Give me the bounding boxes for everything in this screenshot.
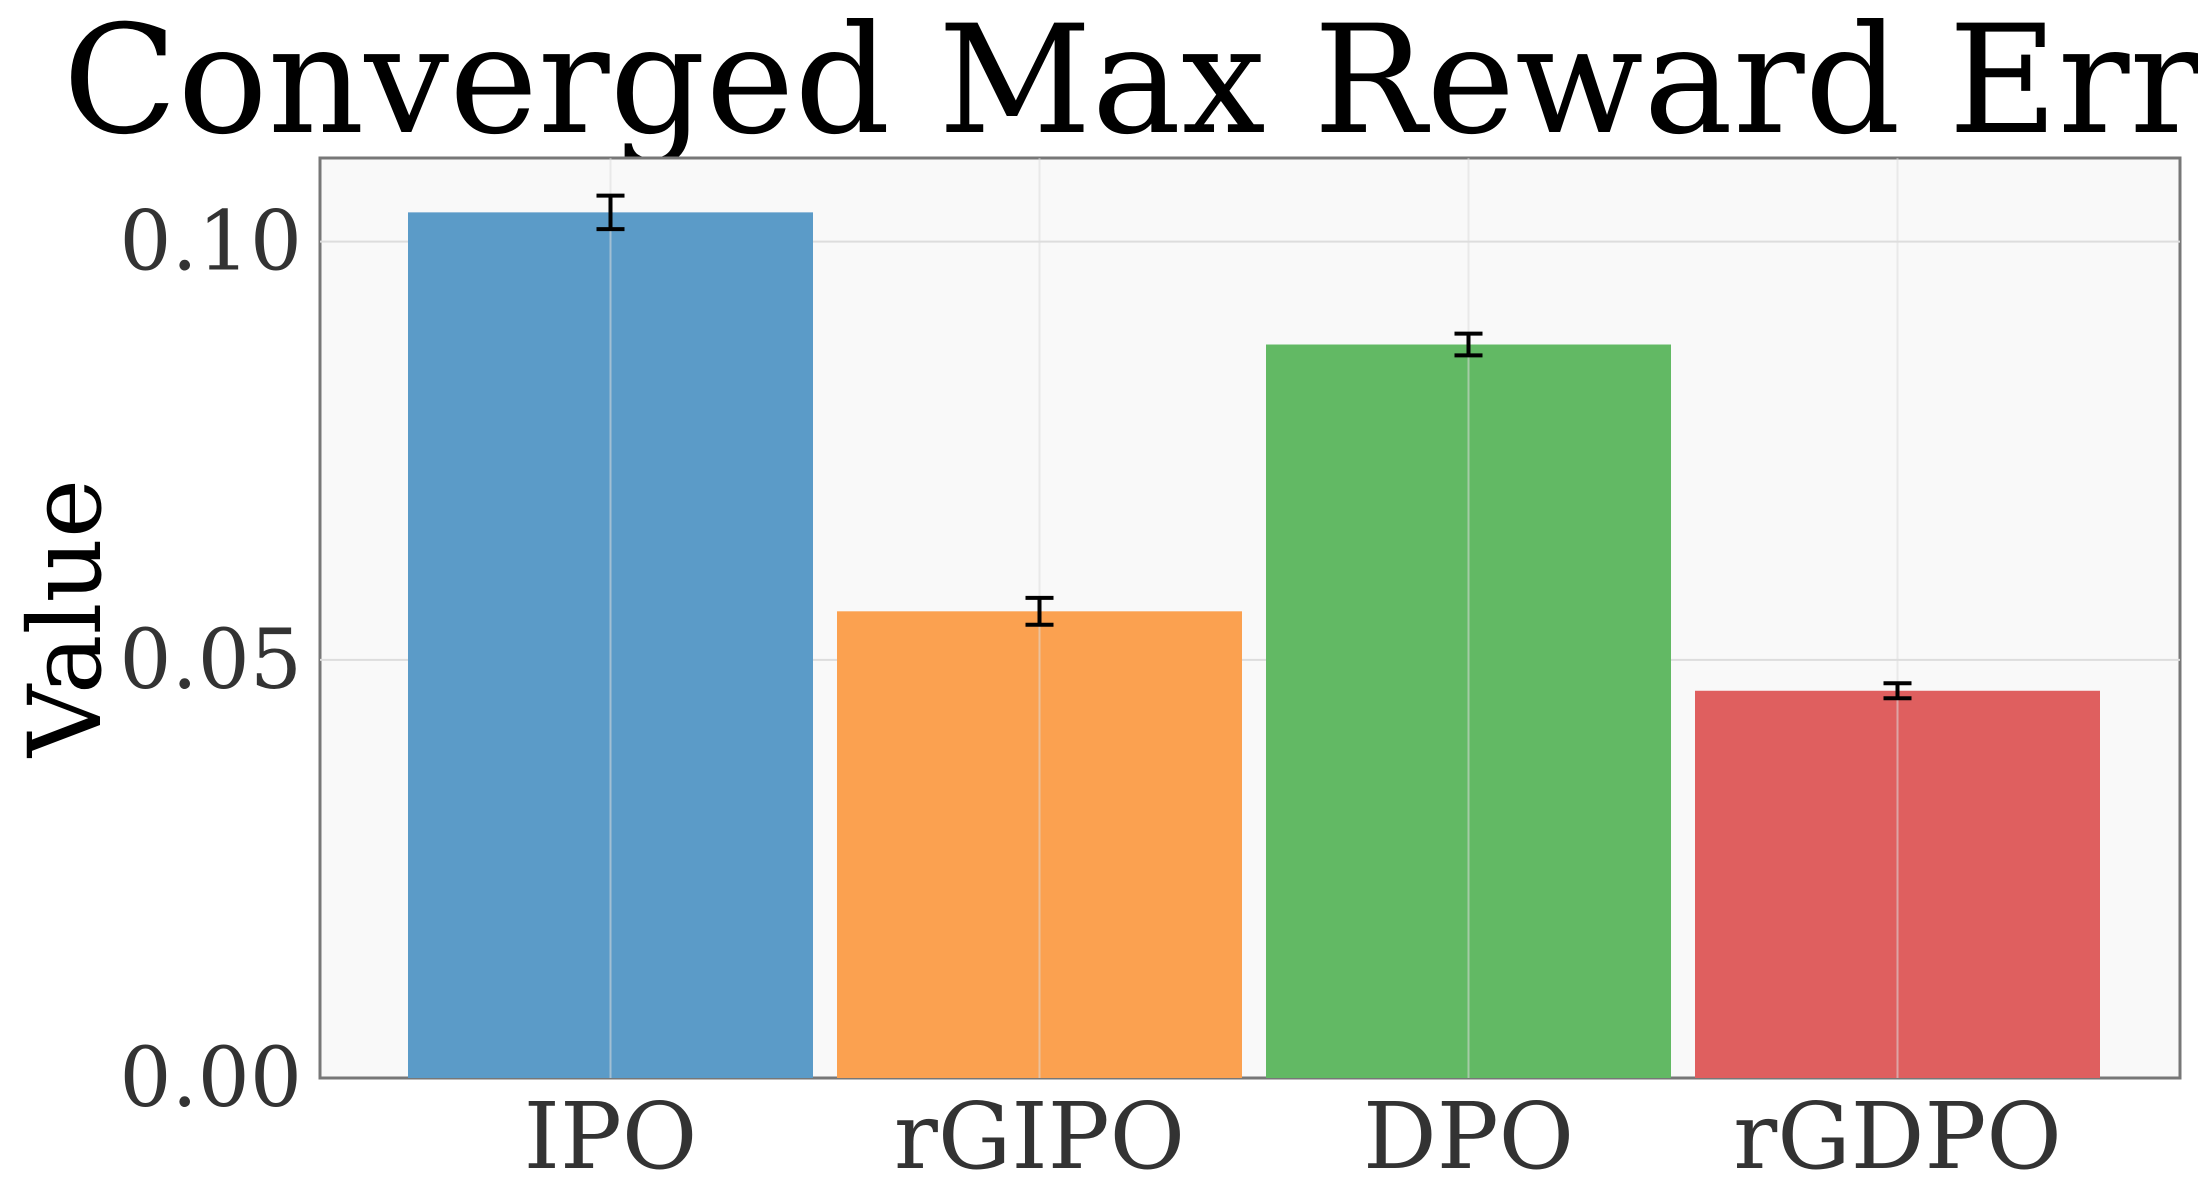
error-bar-rgdpo xyxy=(1883,681,1912,701)
error-bar-dpo xyxy=(1454,331,1483,358)
x-tick-label: rGIPO xyxy=(894,1083,1185,1190)
y-tick-label: 0.05 xyxy=(119,613,302,708)
y-tick-labels: 0.00 0.05 0.10 xyxy=(119,195,302,1126)
x-tick-label: DPO xyxy=(1363,1083,1574,1190)
x-tick-labels: IPO rGIPO DPO rGDPO xyxy=(524,1083,2062,1190)
error-bars xyxy=(596,193,1912,701)
y-axis-label: Value xyxy=(7,479,124,758)
error-bar-ipo xyxy=(596,193,625,232)
x-tick-label: IPO xyxy=(524,1083,698,1190)
error-bar-rgipo xyxy=(1025,595,1054,627)
y-tick-label: 0.10 xyxy=(119,195,302,290)
y-tick-label: 0.00 xyxy=(119,1031,302,1126)
x-tick-label: rGDPO xyxy=(1733,1083,2062,1190)
chart-title: Converged Max Reward Error xyxy=(63,0,2198,168)
